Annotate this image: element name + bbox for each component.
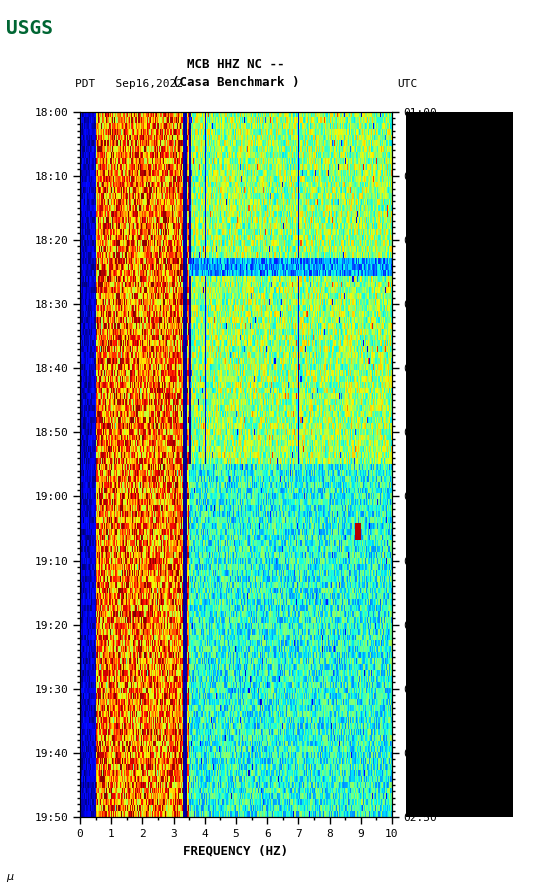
Text: MCB HHZ NC --: MCB HHZ NC --	[187, 58, 285, 71]
Text: (Casa Benchmark ): (Casa Benchmark )	[172, 76, 300, 89]
X-axis label: FREQUENCY (HZ): FREQUENCY (HZ)	[183, 845, 289, 857]
Text: PDT   Sep16,2022: PDT Sep16,2022	[75, 79, 183, 89]
Text: UTC: UTC	[397, 79, 418, 89]
Text: $\mu$: $\mu$	[6, 872, 14, 884]
Text: USGS: USGS	[6, 19, 52, 38]
